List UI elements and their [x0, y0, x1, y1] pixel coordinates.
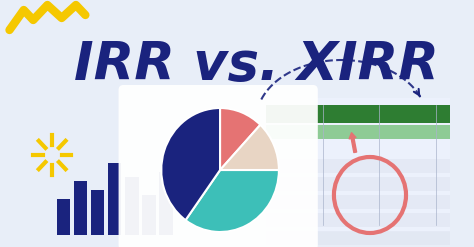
FancyBboxPatch shape	[118, 85, 318, 247]
Wedge shape	[185, 170, 279, 232]
FancyBboxPatch shape	[91, 190, 104, 235]
FancyBboxPatch shape	[159, 172, 173, 235]
FancyBboxPatch shape	[265, 125, 456, 139]
FancyBboxPatch shape	[265, 231, 456, 245]
FancyBboxPatch shape	[265, 159, 456, 173]
FancyBboxPatch shape	[125, 177, 138, 235]
FancyBboxPatch shape	[74, 181, 87, 235]
FancyBboxPatch shape	[108, 163, 121, 235]
FancyBboxPatch shape	[57, 199, 70, 235]
FancyBboxPatch shape	[265, 195, 456, 209]
Wedge shape	[161, 108, 220, 220]
FancyBboxPatch shape	[265, 177, 456, 191]
FancyBboxPatch shape	[142, 194, 155, 235]
FancyBboxPatch shape	[259, 98, 462, 232]
FancyBboxPatch shape	[0, 0, 450, 247]
Text: IRR vs. XIRR: IRR vs. XIRR	[73, 39, 438, 91]
Wedge shape	[220, 125, 279, 170]
Wedge shape	[220, 108, 260, 170]
FancyBboxPatch shape	[265, 213, 456, 227]
FancyBboxPatch shape	[265, 105, 456, 123]
